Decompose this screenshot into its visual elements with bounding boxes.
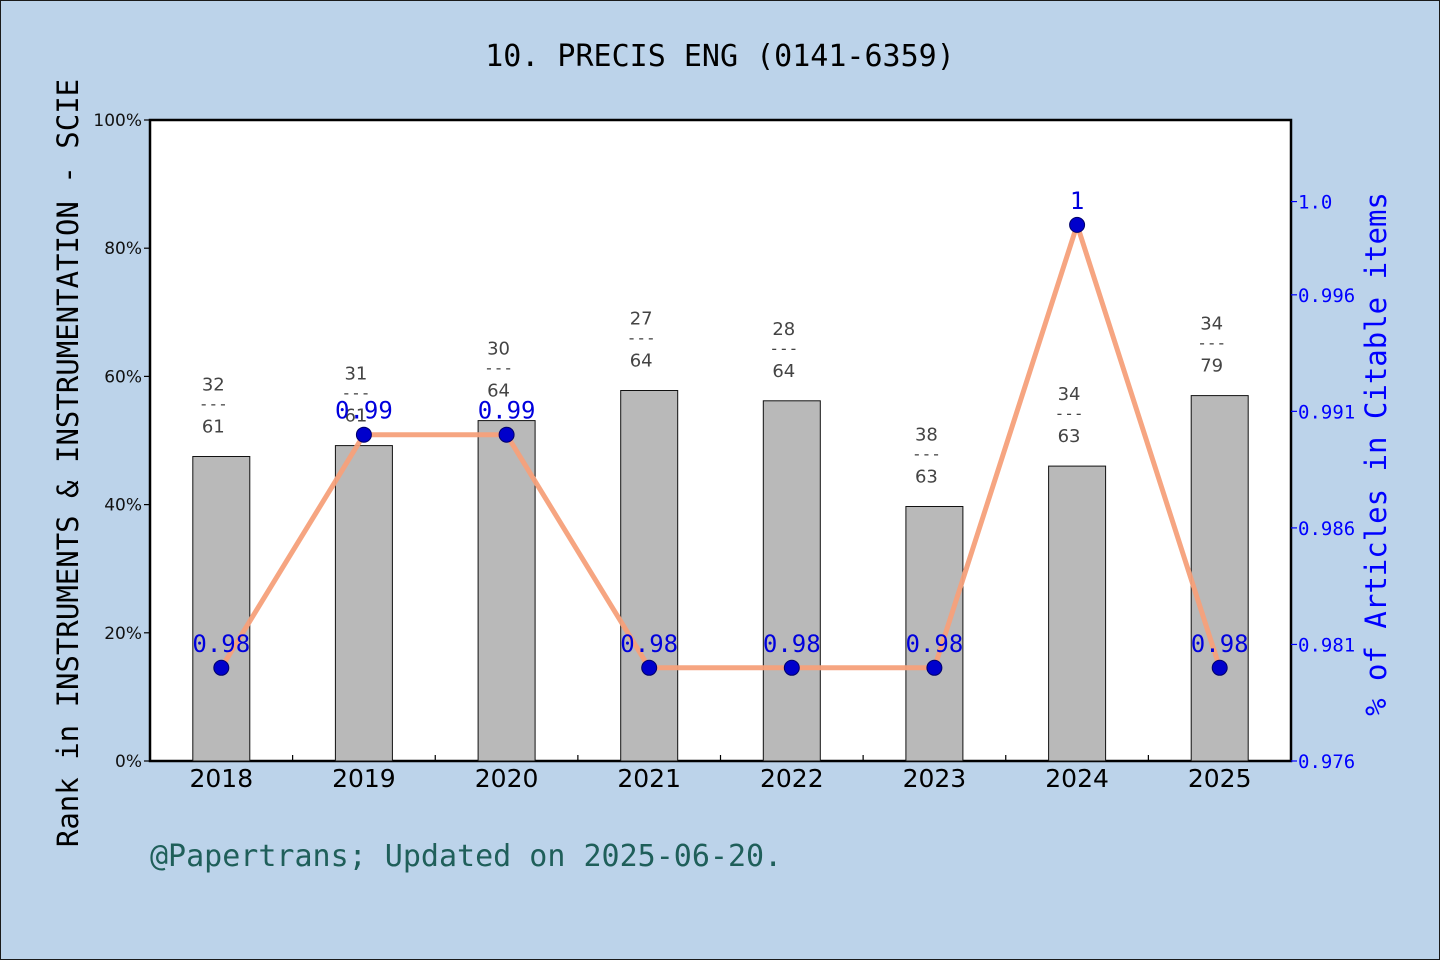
rank-labels: 32---6131---6130---6427---6428---6438---… — [199, 309, 1226, 488]
x-tick-label-2020: 2020 — [475, 764, 539, 793]
rank-separator: --- — [1197, 334, 1226, 353]
rank-total: 64 — [487, 381, 510, 402]
rank-separator: --- — [484, 359, 513, 378]
bar-2022 — [762, 400, 821, 762]
x-tick-label-2024: 2024 — [1045, 764, 1109, 793]
y2-axis-label: % of Articles in Citable items — [1359, 192, 1393, 716]
rank-label-2025: 34--- 79 — [1197, 314, 1226, 377]
line-label-2021: 0.98 — [620, 630, 678, 658]
y-tick-label-0: 0% — [115, 752, 142, 772]
rank-label-2018: 32--- 61 — [199, 375, 228, 438]
rank-value: 30 — [487, 339, 510, 360]
rank-separator: --- — [1055, 404, 1084, 423]
plot-area — [148, 118, 1293, 763]
x-tick-label-2022: 2022 — [760, 764, 824, 793]
bar-2019 — [334, 445, 393, 762]
rank-total: 64 — [630, 351, 653, 372]
bar-2023 — [905, 506, 964, 762]
rank-label-2024: 34--- 63 — [1055, 384, 1084, 447]
line-label-2020: 0.99 — [478, 397, 536, 425]
rank-value: 32 — [202, 375, 225, 396]
line-point-2025 — [1211, 659, 1228, 676]
rank-label-2019: 31--- 61 — [341, 364, 370, 427]
y2-tick-label-0.986: 0.986 — [1298, 518, 1355, 540]
line-markers — [213, 216, 1228, 676]
rank-total: 63 — [915, 467, 938, 488]
bar-2020 — [477, 420, 536, 762]
footer-note: @Papertrans; Updated on 2025-06-20. — [150, 839, 782, 874]
y-tick-label-40: 40% — [104, 496, 142, 516]
rank-label-2022: 28--- 64 — [769, 319, 798, 382]
bar-2018 — [192, 456, 251, 762]
bar-2025 — [1190, 395, 1249, 762]
y2-tick-label-0.981: 0.981 — [1298, 634, 1355, 656]
citable-line — [219, 222, 1223, 671]
x-tick-label-2021: 2021 — [617, 764, 681, 793]
line-label-2024: 1 — [1070, 187, 1084, 215]
y2-tick-label-0.996: 0.996 — [1298, 285, 1355, 307]
rank-label-2020: 30--- 64 — [484, 339, 513, 402]
y-tick-label-20: 20% — [104, 624, 142, 644]
left-y-axis: 0% 20% 40% 60% 80% 100% — [93, 111, 150, 772]
rank-total: 64 — [772, 361, 795, 382]
y-tick-label-60: 60% — [104, 367, 142, 387]
y2-tick-label-0.991: 0.991 — [1298, 401, 1355, 423]
line-label-2023: 0.98 — [906, 630, 964, 658]
rank-separator: --- — [912, 445, 941, 464]
rank-total: 63 — [1058, 426, 1081, 447]
rank-separator: --- — [627, 329, 656, 348]
rank-value: 38 — [915, 425, 938, 446]
chart-title: 10. PRECIS ENG (0141-6359) — [485, 39, 955, 74]
rank-separator: --- — [199, 395, 228, 414]
y2-tick-label-1: 1.0 — [1298, 192, 1332, 214]
rank-label-2021: 27--- 64 — [627, 309, 656, 372]
rank-value: 34 — [1200, 314, 1223, 335]
y-axis-label: Rank in INSTRUMENTS & INSTRUMENTATION - … — [51, 79, 85, 847]
line-series — [219, 222, 1223, 671]
rank-total: 61 — [344, 406, 367, 427]
bar-2021 — [620, 390, 679, 762]
line-label-2022: 0.98 — [763, 630, 821, 658]
point-labels: 0.98 0.99 0.99 0.98 0.98 0.98 1 0.98 — [192, 187, 1248, 658]
rank-label-2023: 38--- 63 — [912, 425, 941, 488]
line-point-2023 — [926, 659, 943, 676]
x-tick-label-2023: 2023 — [903, 764, 967, 793]
rank-total: 61 — [202, 417, 225, 438]
y2-tick-label-0.976: 0.976 — [1298, 751, 1355, 773]
x-axis: 2018 2019 2020 2021 2022 2023 2024 2025 — [189, 755, 1252, 793]
y-tick-label-80: 80% — [104, 239, 142, 259]
line-point-2021 — [641, 659, 658, 676]
x-tick-label-2025: 2025 — [1188, 764, 1252, 793]
rank-value: 34 — [1058, 384, 1081, 405]
rank-total: 79 — [1200, 356, 1223, 377]
line-point-2019 — [355, 426, 372, 443]
rank-value: 31 — [344, 364, 367, 385]
y-tick-label-100: 100% — [93, 111, 142, 131]
x-tick-label-2019: 2019 — [332, 764, 396, 793]
x-tick-label-2018: 2018 — [189, 764, 253, 793]
line-point-2022 — [783, 659, 800, 676]
rank-value: 28 — [772, 319, 795, 340]
line-label-2018: 0.98 — [192, 630, 250, 658]
line-point-2024 — [1069, 216, 1086, 233]
rank-separator: --- — [769, 339, 798, 358]
rank-value: 27 — [630, 309, 653, 330]
right-y-axis: 0.976 0.981 0.986 0.991 0.996 1.0 — [1291, 192, 1355, 773]
line-point-2018 — [213, 659, 230, 676]
line-label-2025: 0.98 — [1191, 630, 1249, 658]
rank-separator: --- — [341, 384, 370, 403]
line-point-2020 — [498, 426, 515, 443]
bar-2024 — [1048, 465, 1107, 762]
bar-series — [192, 390, 1249, 762]
line-label-2019: 0.99 — [335, 397, 393, 425]
